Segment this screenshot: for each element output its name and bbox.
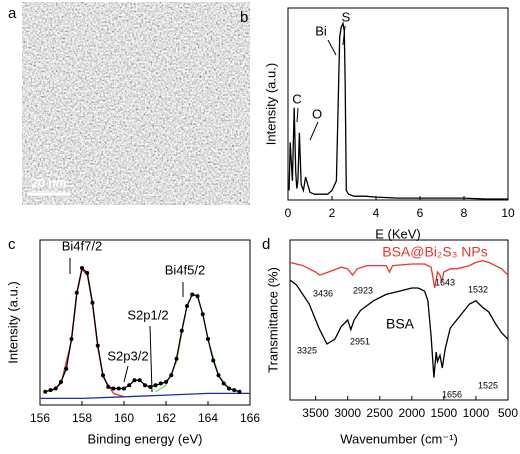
annotation: C <box>292 91 301 106</box>
x-tick-label: 0 <box>285 206 292 220</box>
data-point <box>74 290 79 295</box>
data-point <box>158 381 163 386</box>
data-line <box>50 268 125 398</box>
annotation: 3436 <box>313 288 333 298</box>
annotation: BSA <box>386 316 415 332</box>
data-point <box>90 300 95 305</box>
data-point <box>164 379 168 384</box>
x-tick-label: 6 <box>417 206 424 220</box>
data-point <box>106 384 111 389</box>
x-tick-label: 2500 <box>366 406 393 420</box>
annotation: Bi4f7/2 <box>62 238 102 253</box>
x-tick-label: 1000 <box>463 406 490 420</box>
tem-image <box>22 2 250 205</box>
data-point <box>48 388 53 393</box>
data-line <box>40 392 250 400</box>
data-point <box>179 328 184 333</box>
data-point <box>53 386 58 391</box>
data-point <box>195 294 200 299</box>
x-tick-label: 10 <box>501 206 515 220</box>
annotation: 2951 <box>350 336 370 346</box>
x-tick-label: 1500 <box>431 406 458 420</box>
data-point <box>43 389 48 394</box>
data-point <box>227 386 231 391</box>
annotation: S2p3/2 <box>107 348 148 363</box>
plot-frame <box>287 7 509 201</box>
x-tick-label: 164 <box>198 411 218 425</box>
annotation: 1643 <box>435 277 455 287</box>
data-point <box>190 292 195 297</box>
annotation: Bi4f5/2 <box>165 262 205 277</box>
y-axis-label: Intensity (a.u.) <box>5 281 20 363</box>
data-point <box>169 373 174 378</box>
annotation: BSA@Bi₂S₃ NPs <box>382 244 488 260</box>
data-point <box>69 337 74 341</box>
annotation: 2923 <box>353 285 373 295</box>
data-point <box>237 389 242 394</box>
x-tick-label: 500 <box>498 406 518 420</box>
data-point <box>174 356 179 361</box>
data-point <box>116 386 121 391</box>
plot-frame <box>39 239 251 406</box>
x-tick-label: 2 <box>329 206 336 220</box>
data-point <box>185 304 189 308</box>
data-point <box>148 384 153 389</box>
y-axis-label: Transmittance (%) <box>265 267 280 373</box>
data-line <box>289 260 509 289</box>
data-point <box>95 343 100 348</box>
x-tick-label: 3500 <box>302 406 329 420</box>
data-point <box>221 381 226 386</box>
data-line <box>45 266 240 393</box>
data-point <box>211 358 216 363</box>
annotation: S <box>342 9 351 24</box>
data-point <box>59 379 63 384</box>
annotation: O <box>312 106 322 121</box>
annotation: 1656 <box>442 389 462 399</box>
x-axis-label: Binding energy (eV) <box>88 431 203 446</box>
data-point <box>127 383 132 388</box>
annotation: 3325 <box>297 345 317 355</box>
x-tick-label: 162 <box>156 411 176 425</box>
panel-label: a <box>8 5 17 22</box>
x-axis-label: Wavenumber (cm⁻¹) <box>340 431 458 446</box>
data-point <box>153 383 158 388</box>
x-tick-label: 166 <box>240 411 260 425</box>
x-tick-label: 8 <box>461 206 468 220</box>
data-point <box>111 386 116 391</box>
x-tick-label: 2000 <box>398 406 425 420</box>
x-tick-label: 160 <box>114 411 134 425</box>
annotation: 1525 <box>478 380 498 390</box>
annotation: Bi <box>315 23 327 38</box>
y-axis-label: Intensity (a.u.) <box>263 63 278 145</box>
x-tick-label: 158 <box>72 411 92 425</box>
annotation: S2p1/2 <box>127 307 168 322</box>
data-point <box>80 266 84 271</box>
data-point <box>101 373 105 378</box>
data-point <box>143 383 147 388</box>
data-point <box>85 271 90 275</box>
data-line <box>289 279 509 378</box>
data-point <box>122 386 126 391</box>
x-tick-label: 4 <box>373 206 380 220</box>
data-point <box>216 373 221 378</box>
data-point <box>200 312 205 317</box>
panel-label: c <box>8 236 16 253</box>
data-line <box>288 21 508 200</box>
x-tick-label: 3000 <box>334 406 361 420</box>
scale-bar-label: 20 nm <box>32 176 67 190</box>
data-point <box>206 337 210 341</box>
x-axis-label: E (KeV) <box>375 226 421 241</box>
data-point <box>132 378 137 383</box>
data-point <box>232 388 237 393</box>
panel-label: d <box>262 236 270 253</box>
panel-label: b <box>240 9 248 26</box>
plot-frame <box>289 239 509 401</box>
data-point <box>64 366 69 371</box>
x-tick-label: 156 <box>30 411 50 425</box>
data-point <box>137 378 142 383</box>
annotation: 1532 <box>468 284 488 294</box>
